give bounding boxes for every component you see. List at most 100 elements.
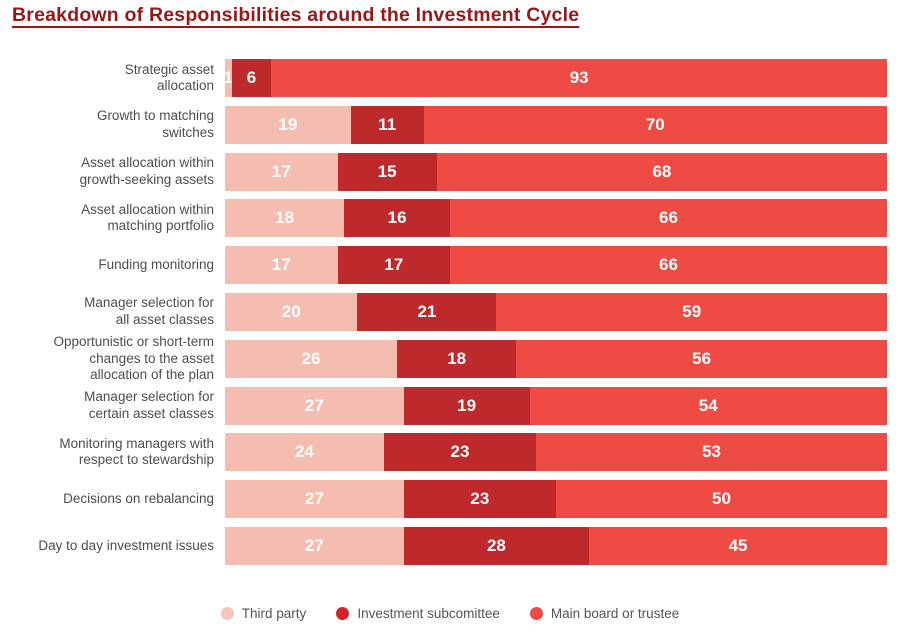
- bar-segment-investment-subcomittee: 28: [403, 526, 590, 565]
- bar-row: Day to day investment issues 27 28 45: [0, 526, 887, 565]
- row-label: Manager selection for all asset classes: [84, 295, 214, 327]
- bar-row: Decisions on rebalancing 27 23 50: [0, 480, 887, 519]
- bar-value-label: 11: [378, 114, 397, 134]
- bar-segment-main-board-or-trustee: 53: [536, 433, 887, 472]
- bar-segment-third-party: 24: [225, 433, 384, 472]
- chart-legend: Third party Investment subcomittee Main …: [0, 606, 900, 621]
- bar-value-label: 66: [659, 255, 678, 275]
- bar-segment-investment-subcomittee: 15: [337, 152, 437, 191]
- bar-value-label: 68: [652, 161, 672, 181]
- bar-value-label: 53: [702, 442, 722, 462]
- bar-segment-main-board-or-trustee: 66: [450, 199, 887, 238]
- bar-value-label: 56: [692, 348, 712, 368]
- bar-segment-third-party: 27: [225, 480, 404, 519]
- bar-value-label: 66: [659, 208, 678, 228]
- bar-segment-investment-subcomittee: 23: [383, 433, 537, 472]
- bar-value-label: 23: [470, 489, 490, 509]
- row-label: Growth to matching switches: [96, 108, 214, 140]
- chart-title: Breakdown of Responsibilities around the…: [12, 4, 580, 26]
- bar-segment-main-board-or-trustee: 66: [450, 246, 887, 285]
- bar-row: Asset allocation within growth-seeking a…: [0, 152, 887, 191]
- bar-segment-main-board-or-trustee: 54: [529, 386, 887, 425]
- bar-track: 24 23 53: [225, 433, 887, 472]
- bar-segment-investment-subcomittee: 6: [231, 59, 272, 97]
- bar-segment-investment-subcomittee: 18: [397, 339, 517, 378]
- bar-segment-main-board-or-trustee: 68: [436, 152, 887, 191]
- bar-value-label: 59: [682, 301, 702, 321]
- bar-value-label: 16: [387, 208, 407, 228]
- bar-value-label: 17: [271, 255, 291, 275]
- bar-row: Manager selection for all asset classes …: [0, 292, 887, 331]
- bar-value-label: 45: [728, 535, 748, 555]
- bar-value-label: 50: [712, 489, 731, 509]
- bar-row: Monitoring managers with respect to stew…: [0, 433, 887, 472]
- bar-track: 17 15 68: [225, 152, 887, 191]
- bar-segment-main-board-or-trustee: 56: [516, 339, 887, 378]
- bar-segment-investment-subcomittee: 17: [337, 246, 451, 285]
- bar-row: Manager selection for certain asset clas…: [0, 386, 887, 425]
- legend-dot-icon: [336, 607, 350, 620]
- row-label: Decisions on rebalancing: [63, 490, 214, 506]
- row-label: Day to day investment issues: [38, 537, 214, 553]
- bar-row: Growth to matching switches 19 11 70: [0, 105, 887, 144]
- bar-value-label: 26: [301, 348, 321, 368]
- bar-row: Opportunistic or short-term changes to t…: [0, 334, 887, 382]
- bar-row: Funding monitoring 17 17 66: [0, 246, 887, 285]
- row-label: Strategic asset allocation: [124, 61, 214, 94]
- bar-segment-third-party: 17: [225, 152, 338, 191]
- legend-item: Third party: [220, 606, 307, 621]
- row-label: Manager selection for certain asset clas…: [84, 389, 214, 421]
- bar-value-label: 23: [450, 442, 470, 462]
- bar-segment-third-party: 1: [223, 59, 234, 97]
- bar-value-label: 20: [281, 301, 301, 321]
- bar-segment-investment-subcomittee: 19: [403, 386, 530, 425]
- bar-value-label: 28: [486, 535, 506, 555]
- legend-item: Investment subcomittee: [336, 606, 500, 621]
- bar-value-label: 1: [223, 68, 234, 87]
- bar-value-label: 15: [377, 161, 397, 181]
- bar-row: Strategic asset allocation 1 6 93: [0, 59, 887, 97]
- bar-value-label: 27: [304, 395, 324, 415]
- bar-segment-investment-subcomittee: 11: [350, 105, 424, 144]
- bar-segment-third-party: 20: [225, 292, 358, 331]
- bar-value-label: 54: [698, 395, 718, 415]
- row-label: Asset allocation within matching portfol…: [81, 201, 214, 234]
- legend-label: Third party: [241, 606, 307, 621]
- bar-track: 18 16 66: [225, 199, 887, 238]
- bar-value-label: 70: [645, 114, 665, 134]
- bar-track: 27 28 45: [225, 526, 887, 565]
- row-label: Asset allocation within growth-seeking a…: [79, 155, 214, 187]
- bar-track: 20 21 59: [225, 292, 887, 331]
- bar-track: 26 18 56: [225, 339, 887, 378]
- bar-segment-main-board-or-trustee: 59: [496, 292, 887, 331]
- legend-dot-icon: [220, 607, 234, 620]
- legend-label: Main board or trustee: [550, 606, 680, 621]
- bar-value-label: 17: [271, 161, 291, 181]
- bar-value-label: 19: [457, 395, 477, 415]
- bar-value-label: 17: [384, 255, 404, 275]
- row-label: Opportunistic or short-term changes to t…: [53, 334, 214, 383]
- bar-row: Asset allocation within matching portfol…: [0, 199, 887, 238]
- legend-dot-icon: [529, 607, 543, 620]
- bar-segment-third-party: 18: [225, 199, 345, 238]
- bar-segment-main-board-or-trustee: 45: [589, 526, 887, 565]
- legend-item: Main board or trustee: [529, 606, 680, 621]
- bar-track: 19 11 70: [225, 105, 887, 144]
- bar-segment-main-board-or-trustee: 70: [423, 105, 887, 144]
- bar-segment-main-board-or-trustee: 50: [555, 480, 887, 519]
- bar-segment-third-party: 19: [225, 105, 351, 144]
- bar-value-label: 19: [278, 114, 298, 134]
- bar-value-label: 21: [417, 301, 437, 321]
- bar-value-label: 18: [275, 208, 295, 228]
- bar-segment-third-party: 27: [225, 386, 404, 425]
- legend-label: Investment subcomittee: [357, 606, 500, 621]
- bar-rows: Strategic asset allocation 1 6 93 Growth t…: [0, 59, 887, 565]
- bar-track: 1 6 93: [223, 59, 887, 97]
- bar-value-label: 27: [304, 489, 324, 509]
- bar-value-label: 27: [304, 535, 324, 555]
- bar-value-label: 93: [569, 68, 589, 87]
- bar-segment-investment-subcomittee: 23: [403, 480, 556, 519]
- bar-track: 27 23 50: [225, 480, 887, 519]
- bar-value-label: 24: [294, 442, 314, 462]
